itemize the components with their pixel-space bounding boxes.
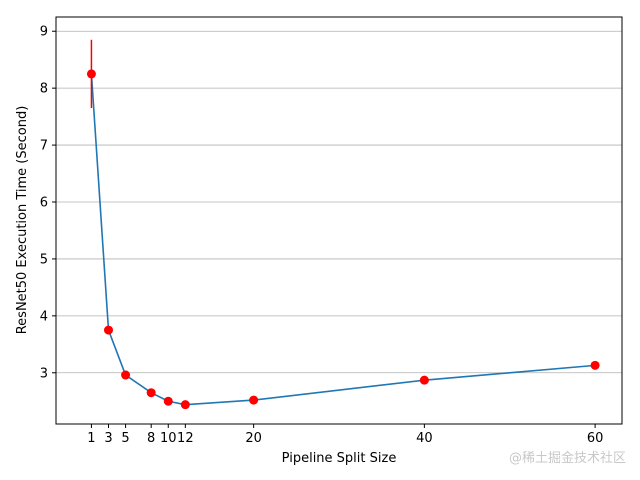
x-tick-label: 3 bbox=[104, 431, 112, 446]
x-axis: 1 3 5 8 10 12 20 40 60 bbox=[87, 424, 603, 446]
data-point bbox=[419, 375, 429, 385]
x-tick-label: 40 bbox=[416, 431, 433, 446]
x-tick-label: 8 bbox=[147, 431, 155, 446]
watermark: @稀土掘金技术社区 bbox=[508, 451, 626, 466]
data-point bbox=[121, 370, 131, 380]
axes-frame bbox=[55, 16, 623, 425]
y-tick-label: 9 bbox=[40, 25, 48, 40]
plot-area bbox=[86, 39, 600, 410]
grid-lines bbox=[56, 30, 622, 374]
data-point bbox=[249, 395, 259, 405]
x-axis-label: Pipeline Split Size bbox=[282, 451, 397, 466]
x-tick-label: 5 bbox=[121, 431, 129, 446]
y-tick-label: 5 bbox=[40, 252, 48, 267]
x-tick-label: 1 bbox=[87, 431, 95, 446]
series-line bbox=[90, 73, 596, 406]
x-tick-label: 60 bbox=[587, 431, 604, 446]
data-point bbox=[104, 325, 114, 335]
y-tick-label: 6 bbox=[40, 196, 48, 211]
y-axis-label: ResNet50 Execution Time (Second) bbox=[15, 106, 30, 335]
data-point bbox=[590, 360, 600, 370]
y-axis: 3 4 5 6 7 8 9 bbox=[40, 25, 56, 381]
x-tick-label: 12 bbox=[177, 431, 194, 446]
y-tick-label: 8 bbox=[40, 82, 48, 97]
data-point bbox=[163, 396, 173, 406]
data-point bbox=[180, 400, 190, 410]
x-tick-label: 10 bbox=[160, 431, 177, 446]
data-point bbox=[146, 388, 156, 398]
x-tick-label: 20 bbox=[245, 431, 262, 446]
y-tick-label: 4 bbox=[40, 309, 48, 324]
data-point bbox=[86, 69, 96, 79]
y-tick-label: 3 bbox=[40, 366, 48, 381]
y-tick-label: 7 bbox=[40, 139, 48, 154]
